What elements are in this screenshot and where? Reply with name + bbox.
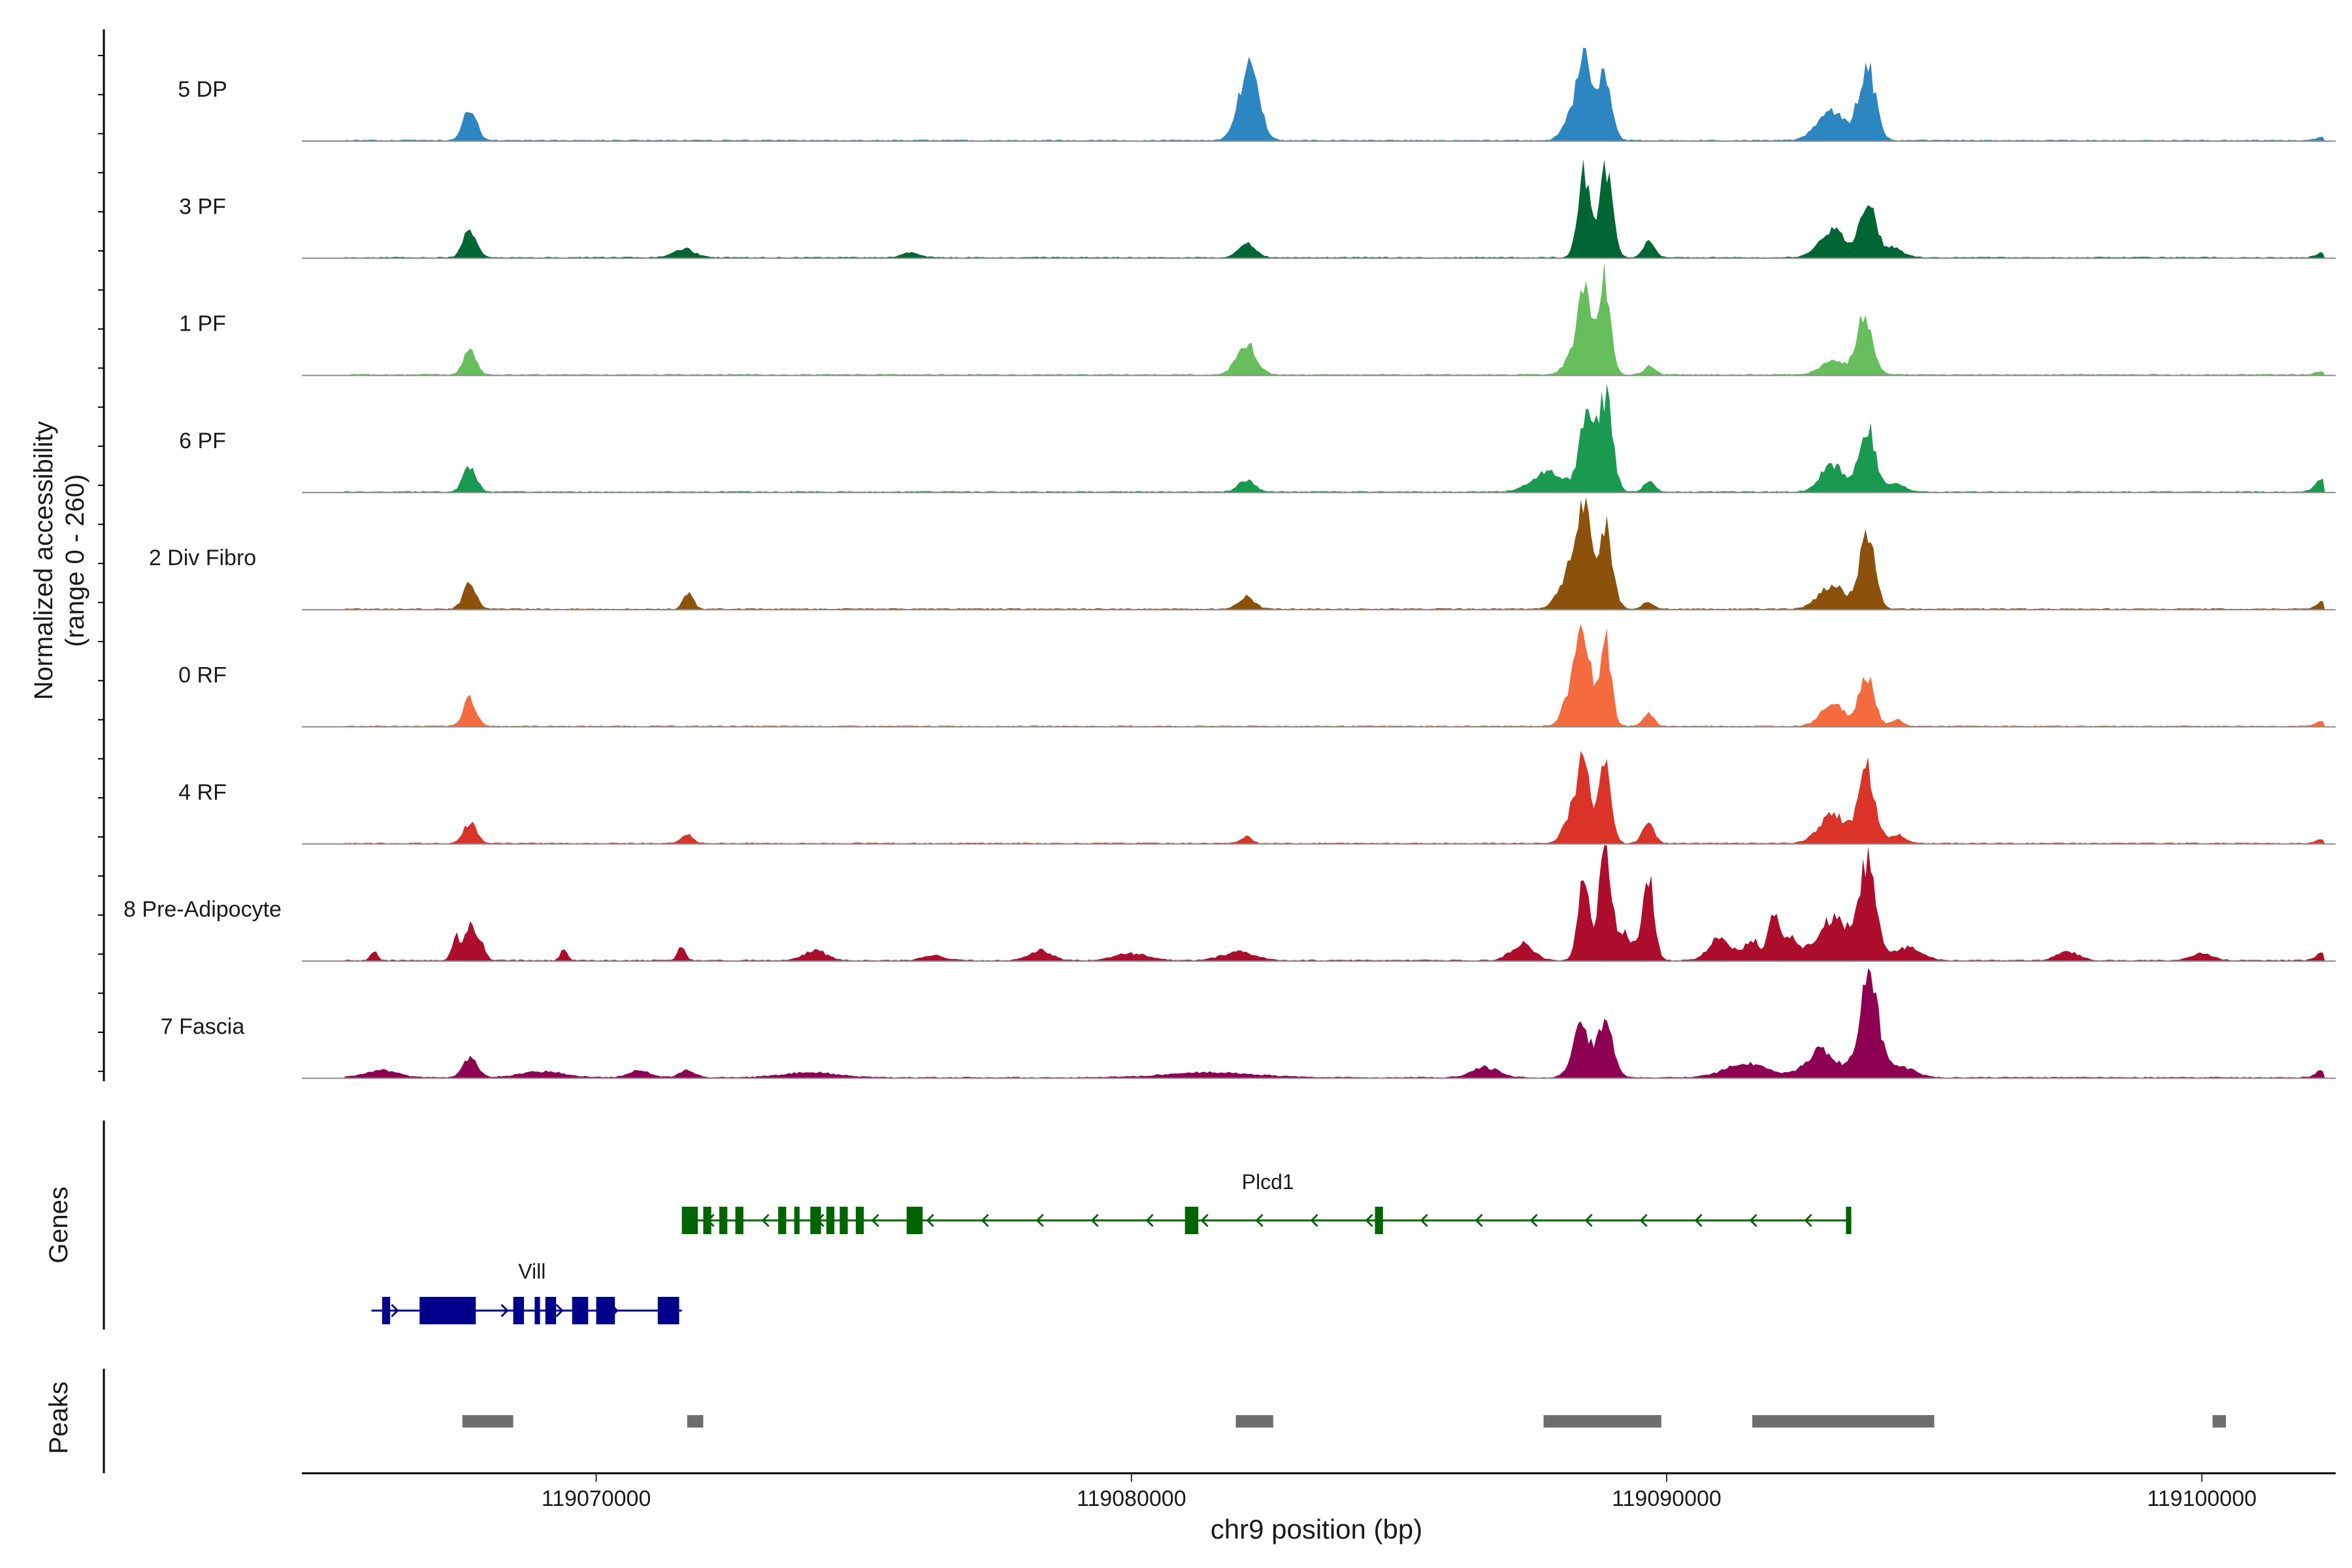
peak-region xyxy=(1543,1415,1661,1428)
strand-arrow xyxy=(1255,1213,1264,1228)
peaks-panel-title: Peaks xyxy=(44,1381,73,1454)
exon xyxy=(906,1207,923,1234)
exon xyxy=(1375,1207,1383,1234)
strand-arrow xyxy=(1310,1213,1318,1228)
coverage-area xyxy=(344,47,2325,141)
exon xyxy=(735,1207,743,1234)
strand-arrow xyxy=(1420,1213,1428,1228)
axes: Normalized accessibility (range 0 - 260)… xyxy=(29,29,2336,1544)
track-label: 2 Div Fibro xyxy=(149,546,256,570)
strand-arrow xyxy=(1365,1213,1373,1228)
gene-annotation-panel: Plcd1 Vill xyxy=(371,1170,1852,1324)
track-label: 5 DP xyxy=(178,77,227,102)
exon xyxy=(794,1207,800,1234)
track-0-rf: 0 RF xyxy=(178,624,2336,728)
peak-region xyxy=(1235,1415,1273,1428)
x-tick-label: 119070000 xyxy=(542,1486,651,1511)
peak-region xyxy=(1752,1415,1935,1428)
track-label: 0 RF xyxy=(178,663,227,688)
coverage-area xyxy=(344,497,2325,610)
track-label: 6 PF xyxy=(179,429,226,453)
x-axis-title: chr9 position (bp) xyxy=(1211,1514,1423,1544)
track-1-pf: 1 PF xyxy=(179,261,2336,376)
track-label: 7 Fascia xyxy=(161,1014,245,1039)
gene-label: Vill xyxy=(518,1260,546,1283)
exon xyxy=(840,1207,848,1234)
strand-arrow xyxy=(1475,1213,1483,1228)
strand-arrow xyxy=(500,1303,509,1318)
exon xyxy=(810,1207,821,1234)
strand-arrow xyxy=(1584,1213,1593,1228)
gene-label: Plcd1 xyxy=(1242,1170,1294,1194)
coverage-tracks: 5 DP 3 PF 1 PF 6 PF 2 Div Fibro 0 RF 4 RF 8 Pre… xyxy=(123,47,2336,1079)
x-tick-label: 119090000 xyxy=(1612,1486,1722,1511)
track-label: 3 PF xyxy=(179,194,226,219)
exon xyxy=(382,1297,391,1324)
exon xyxy=(681,1207,698,1234)
strand-arrow xyxy=(555,1303,564,1318)
track-3-pf: 3 PF xyxy=(179,159,2336,259)
x-tick-label: 119080000 xyxy=(1077,1486,1186,1511)
coverage-area xyxy=(344,968,2325,1079)
coverage-area xyxy=(344,845,2325,962)
strand-arrow xyxy=(1036,1213,1044,1228)
track-2-div-fibro: 2 Div Fibro xyxy=(149,497,2336,611)
peak-region xyxy=(462,1415,514,1428)
coverage-area xyxy=(344,751,2325,844)
track-4-rf: 4 RF xyxy=(178,751,2336,845)
exon xyxy=(1184,1207,1199,1234)
track-label: 1 PF xyxy=(179,312,226,336)
track-5-dp: 5 DP xyxy=(178,47,2336,142)
exon xyxy=(534,1297,540,1324)
strand-arrow xyxy=(1145,1213,1154,1228)
gene-plcd1: Plcd1 xyxy=(681,1170,1852,1234)
gene-vill: Vill xyxy=(371,1260,682,1324)
coverage-area xyxy=(344,384,2325,493)
strand-arrow xyxy=(1694,1213,1703,1228)
strand-arrow xyxy=(871,1213,879,1228)
peak-region xyxy=(687,1415,704,1428)
exon xyxy=(596,1297,615,1324)
strand-arrow xyxy=(981,1213,989,1228)
track-7-fascia: 7 Fascia xyxy=(161,968,2336,1079)
y-axis-title-line2: (range 0 - 260) xyxy=(61,474,90,647)
track-6-pf: 6 PF xyxy=(179,384,2336,493)
track-label: 4 RF xyxy=(178,780,227,805)
track-label: 8 Pre-Adipocyte xyxy=(123,897,282,922)
exon xyxy=(719,1207,728,1234)
exon xyxy=(703,1207,711,1234)
strand-arrow xyxy=(1749,1213,1757,1228)
strand-arrow xyxy=(1200,1213,1209,1228)
exon xyxy=(572,1297,589,1324)
exon xyxy=(1846,1207,1852,1234)
exon xyxy=(778,1207,787,1234)
exon xyxy=(855,1207,864,1234)
exon xyxy=(657,1297,679,1324)
coverage-area xyxy=(344,159,2325,259)
exon xyxy=(545,1297,557,1324)
exon xyxy=(513,1297,524,1324)
genes-panel-title: Genes xyxy=(44,1186,73,1264)
strand-arrow xyxy=(926,1213,934,1228)
track-8-pre-adipocyte: 8 Pre-Adipocyte xyxy=(123,845,2336,962)
strand-arrow xyxy=(1639,1213,1648,1228)
exon xyxy=(419,1297,476,1324)
x-tick-label: 119100000 xyxy=(2147,1486,2257,1511)
strand-arrow xyxy=(1529,1213,1538,1228)
strand-arrow xyxy=(761,1213,770,1228)
strand-arrow xyxy=(391,1303,399,1318)
strand-arrow xyxy=(1804,1213,1812,1228)
y-axis-title-line1: Normalized accessibility xyxy=(29,421,58,700)
coverage-area xyxy=(344,261,2325,376)
strand-arrow xyxy=(1090,1213,1099,1228)
coverage-area xyxy=(344,624,2325,727)
peaks-panel xyxy=(462,1415,2227,1428)
exon xyxy=(826,1207,835,1234)
peak-region xyxy=(2212,1415,2227,1428)
